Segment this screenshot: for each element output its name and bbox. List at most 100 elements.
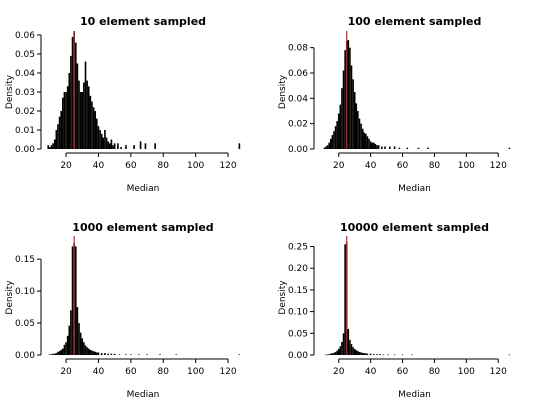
x-tick-label: 100 <box>187 161 204 171</box>
histogram-bar <box>508 354 511 356</box>
histogram-bar <box>360 352 362 355</box>
histogram-bar <box>63 92 66 149</box>
histogram-bar <box>112 145 114 149</box>
histogram-bar <box>377 145 380 149</box>
histogram-bar <box>358 118 361 149</box>
histogram-bar <box>81 92 84 149</box>
histogram-bar <box>366 353 369 355</box>
histogram-bar <box>368 138 370 149</box>
chart-title: 1000 element sampled <box>72 221 213 234</box>
histogram-bar <box>344 244 346 355</box>
histogram-bar <box>347 328 350 355</box>
x-tick-label: 40 <box>365 161 377 171</box>
histogram-bar <box>344 50 346 150</box>
x-axis-label: Median <box>398 184 431 194</box>
x-tick-label: 120 <box>490 367 507 377</box>
histogram-bar <box>349 47 351 149</box>
histogram-bar <box>381 146 383 149</box>
histogram-bar <box>94 351 97 355</box>
x-tick-label: 20 <box>60 161 72 171</box>
histogram-bar <box>66 86 69 149</box>
histogram-bar <box>387 354 389 356</box>
histogram-bar <box>65 342 67 355</box>
histogram-bar <box>363 353 366 355</box>
histogram-bar <box>342 70 345 149</box>
histogram-bar <box>66 335 69 355</box>
x-tick-label: 80 <box>429 161 441 171</box>
x-tick-label: 100 <box>458 161 475 171</box>
histogram-bar <box>341 341 343 355</box>
histogram-bar <box>79 332 82 355</box>
histogram-bar <box>55 353 58 355</box>
histogram-bar <box>352 347 354 355</box>
histogram-bar <box>49 354 51 355</box>
histogram-bar <box>363 132 366 149</box>
x-tick-label: 60 <box>125 367 137 377</box>
histogram-bar <box>328 354 330 355</box>
histogram-bar <box>398 147 401 149</box>
y-tick-label: 0.05 <box>15 50 35 60</box>
histogram-bar <box>238 354 241 355</box>
histogram-bar <box>371 142 374 149</box>
histogram-bar <box>92 107 95 149</box>
histogram-bar <box>384 146 386 149</box>
histogram-bar <box>76 307 79 355</box>
histogram-bar <box>53 353 56 355</box>
histogram-bar <box>349 339 351 355</box>
histogram-bar <box>105 137 108 149</box>
histogram-bar <box>63 344 66 355</box>
histogram-bar <box>144 143 147 149</box>
histogram-bar <box>76 63 79 149</box>
x-tick-label: 60 <box>397 367 409 377</box>
histogram-bar <box>374 143 377 149</box>
histogram-bar <box>393 146 396 149</box>
y-tick-label: 0.02 <box>15 107 35 117</box>
histogram-bar <box>113 353 116 355</box>
histogram-bar <box>326 354 329 356</box>
histogram-panel-4: 10000 element sampled 20 40 60 80 100 120 0.00 0… <box>278 221 511 400</box>
y-axis-label: Density <box>5 74 15 109</box>
x-tick-label: 20 <box>333 161 345 171</box>
histogram-bar <box>366 136 369 149</box>
histogram-bar <box>353 348 356 355</box>
histogram-bar <box>339 346 342 355</box>
histogram-bar <box>369 353 372 355</box>
y-tick-label: 0.15 <box>288 286 308 296</box>
histogram-bar <box>146 354 148 355</box>
histogram-bar <box>331 353 334 355</box>
x-tick-label: 40 <box>365 367 377 377</box>
y-axis-label: Density <box>278 74 288 109</box>
histogram-bar <box>361 352 364 355</box>
histogram-bar <box>58 116 61 149</box>
y-tick-label: 0.03 <box>15 88 35 98</box>
histogram-bar <box>334 351 337 355</box>
histogram-bar <box>110 353 113 355</box>
histogram-bar <box>117 143 119 149</box>
histogram-bar <box>336 350 338 355</box>
histogram-bar <box>347 40 350 149</box>
x-tick-label: 100 <box>187 367 204 377</box>
histogram-bar <box>100 353 103 355</box>
histogram-bar <box>70 55 72 149</box>
histogram-bar <box>71 246 74 355</box>
y-tick-label: 0.05 <box>15 319 35 329</box>
y-tick-label: 0.00 <box>288 351 308 361</box>
y-axis-label: Density <box>278 280 288 315</box>
histogram-bar <box>83 342 85 355</box>
chart-title: 10000 element sampled <box>340 221 489 234</box>
histogram-bar <box>57 351 59 355</box>
y-tick-label: 0.05 <box>288 329 308 339</box>
histogram-bar <box>62 97 64 149</box>
histogram-bar <box>78 80 80 149</box>
histogram-bar <box>96 118 98 149</box>
histogram-bar <box>365 133 367 149</box>
histogram-bar <box>376 145 378 149</box>
histogram-panel-3: 1000 element sampled 20 40 60 80 100 120 0.00 0.… <box>5 221 241 400</box>
histogram-bar <box>139 141 142 149</box>
histogram-bar <box>379 354 382 355</box>
histogram-bar <box>79 92 82 149</box>
x-axis-label: Median <box>127 390 160 400</box>
histogram-bar <box>89 95 92 149</box>
histogram-bar <box>406 147 409 149</box>
histogram-bar <box>84 345 87 355</box>
